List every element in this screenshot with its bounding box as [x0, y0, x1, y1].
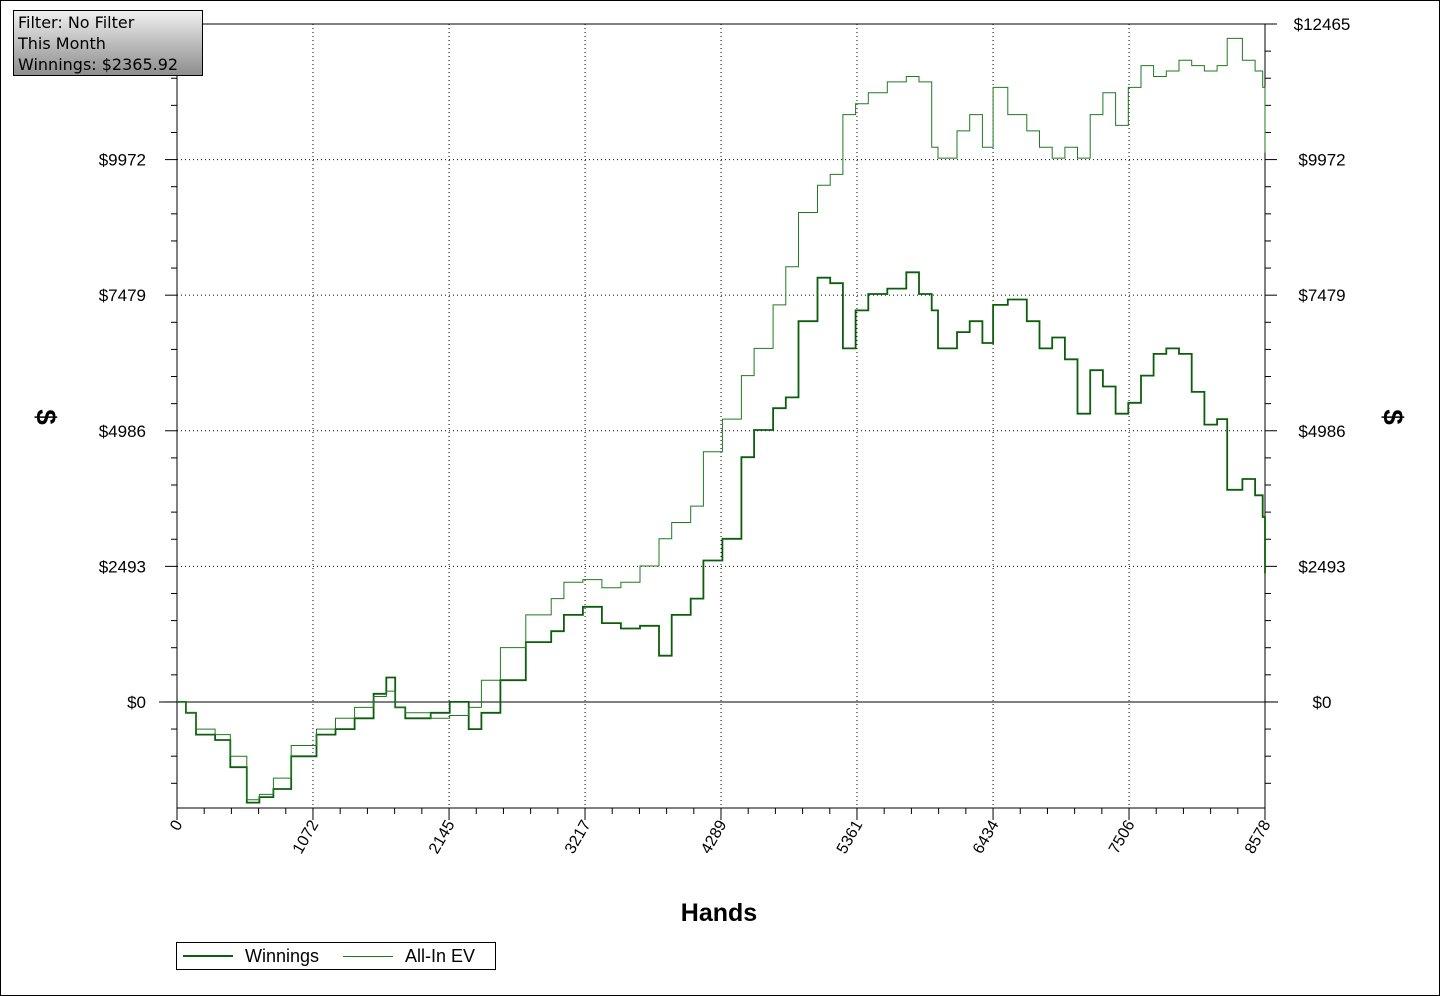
chart-legend: Winnings All-In EV — [176, 942, 496, 970]
legend-label-allin-ev: All-In EV — [405, 945, 476, 966]
legend-swatch-allin-ev — [343, 955, 393, 957]
y-axis-title-right: $ — [1378, 409, 1409, 425]
y-tick-label-left: $4986 — [99, 422, 146, 441]
x-tick-label: 1072 — [290, 817, 323, 856]
x-tick-label: 7506 — [1106, 817, 1139, 856]
period-label: This Month — [18, 34, 106, 53]
y-tick-label-right: $12465 — [1294, 15, 1351, 34]
y-tick-label-right: $9972 — [1298, 151, 1345, 170]
winnings-total: Winnings: $2365.92 — [18, 55, 179, 74]
series-line-winnings — [177, 271, 1266, 804]
x-tick-label: 3217 — [562, 817, 595, 856]
y-tick-label-left: $2493 — [99, 557, 146, 576]
x-axis-title: Hands — [681, 899, 757, 927]
y-tick-label-right: $0 — [1313, 693, 1332, 712]
y-tick-label-right: $2493 — [1298, 557, 1345, 576]
legend-item-allin-ev: All-In EV — [343, 943, 475, 969]
x-tick-label: 8578 — [1242, 817, 1275, 856]
x-tick-label: 5361 — [834, 817, 867, 856]
x-tick-label: 2145 — [426, 817, 459, 856]
legend-swatch-winnings — [183, 955, 233, 957]
legend-label-winnings: Winnings — [245, 945, 320, 966]
filter-summary-box: Filter: No Filter This Month Winnings: $… — [13, 10, 203, 76]
series-line-allin-ev — [177, 37, 1266, 801]
y-tick-label-left: $7479 — [99, 286, 146, 305]
legend-item-winnings: Winnings — [183, 943, 319, 969]
y-axis-title-left: $ — [31, 409, 62, 425]
filter-label: Filter: No Filter — [18, 13, 135, 32]
x-tick-label: 6434 — [970, 817, 1003, 856]
y-tick-label-left: $0 — [127, 693, 146, 712]
y-tick-label-left: $9972 — [99, 151, 146, 170]
x-tick-label: 4289 — [698, 817, 731, 856]
y-tick-label-right: $7479 — [1298, 286, 1345, 305]
y-tick-label-right: $4986 — [1298, 422, 1345, 441]
